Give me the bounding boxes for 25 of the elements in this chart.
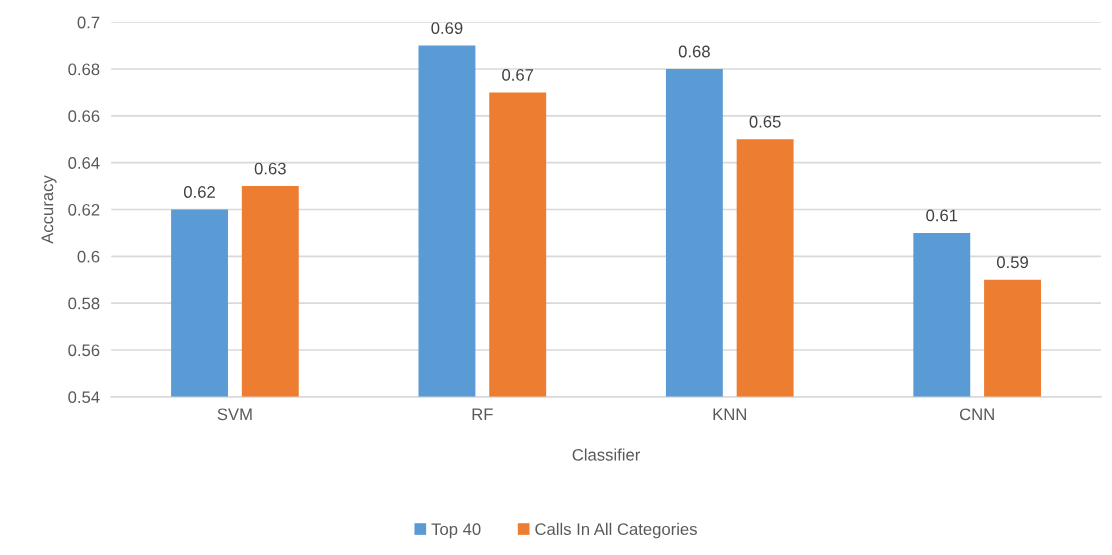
data-label: 0.63 — [254, 162, 286, 175]
x-tick-label: KNN — [713, 408, 746, 421]
y-tick-label: 0.54 — [68, 391, 100, 404]
data-label: 0.61 — [926, 209, 958, 222]
x-tick-label: SVM — [217, 408, 252, 421]
x-tick-label: CNN — [959, 408, 994, 421]
data-label: 0.67 — [502, 69, 534, 81]
y-tick-label: 0.58 — [68, 297, 100, 310]
y-axis-title: Accuracy — [41, 175, 57, 244]
data-label: 0.68 — [678, 45, 710, 58]
data-label: 0.62 — [183, 186, 215, 198]
data-label: 0.65 — [749, 115, 781, 128]
y-tick-label: 0.56 — [68, 344, 100, 357]
x-axis-title: Classifier — [572, 448, 641, 461]
y-tick-label: 0.66 — [68, 110, 100, 123]
legend-label: Top 40 — [431, 523, 481, 539]
x-tick-label: RF — [472, 408, 493, 421]
data-label: 0.69 — [431, 22, 463, 34]
y-tick-label: 0.62 — [68, 203, 100, 216]
y-tick-label: 0.68 — [68, 63, 100, 76]
y-tick-label: 0.64 — [68, 157, 100, 169]
y-tick-label: 0.7 — [77, 16, 100, 29]
data-label: 0.59 — [996, 256, 1028, 269]
y-tick-label: 0.6 — [77, 250, 100, 263]
legend-label: Calls In All Categories — [535, 522, 697, 539]
